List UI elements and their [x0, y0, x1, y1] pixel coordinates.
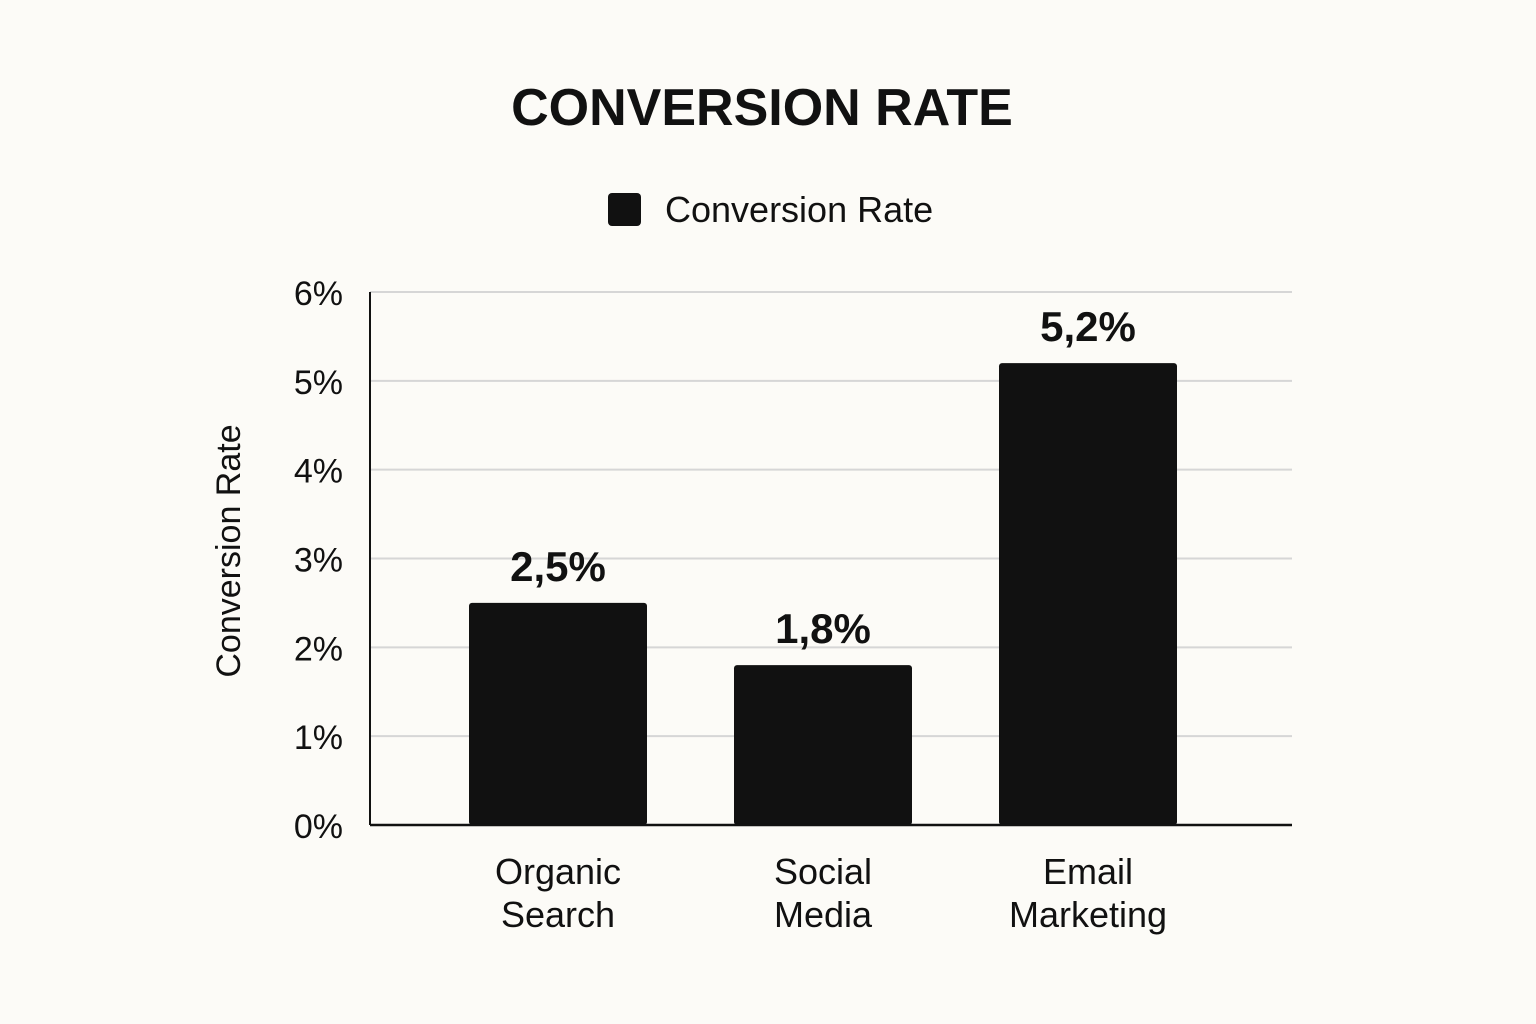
data-label: 5,2%	[1040, 303, 1136, 350]
axes	[369, 292, 1292, 827]
bars	[469, 363, 1177, 825]
x-tick-label: Social	[774, 851, 872, 892]
bar	[469, 602, 647, 825]
y-tick-label: 4%	[294, 453, 343, 491]
y-tick-label: 0%	[294, 808, 343, 846]
data-label: 1,8%	[775, 605, 871, 652]
x-tick-label: Media	[774, 894, 873, 935]
chart-title: CONVERSION RATE	[511, 79, 1013, 137]
y-tick-labels: 0% 1% 2% 3% 4% 5% 6%	[294, 275, 343, 846]
y-axis-label: Conversion Rate	[210, 424, 248, 677]
y-tick-label: 1%	[294, 719, 343, 757]
y-tick-label: 6%	[294, 275, 343, 313]
y-tick-label: 3%	[294, 542, 343, 580]
x-tick-label: Marketing	[1009, 894, 1167, 935]
bar	[734, 665, 912, 825]
x-tick-label: Organic	[495, 851, 621, 892]
x-tick-label: Email	[1043, 851, 1133, 892]
y-tick-label: 2%	[294, 630, 343, 668]
data-label: 2,5%	[510, 543, 606, 590]
bar	[999, 363, 1177, 825]
y-tick-label: 5%	[294, 364, 343, 402]
x-tick-label: Search	[501, 894, 615, 935]
legend: Conversion Rate	[608, 189, 933, 230]
legend-label: Conversion Rate	[665, 189, 933, 230]
data-labels: 2,5% 1,8% 5,2%	[510, 303, 1136, 652]
legend-swatch	[608, 193, 641, 226]
